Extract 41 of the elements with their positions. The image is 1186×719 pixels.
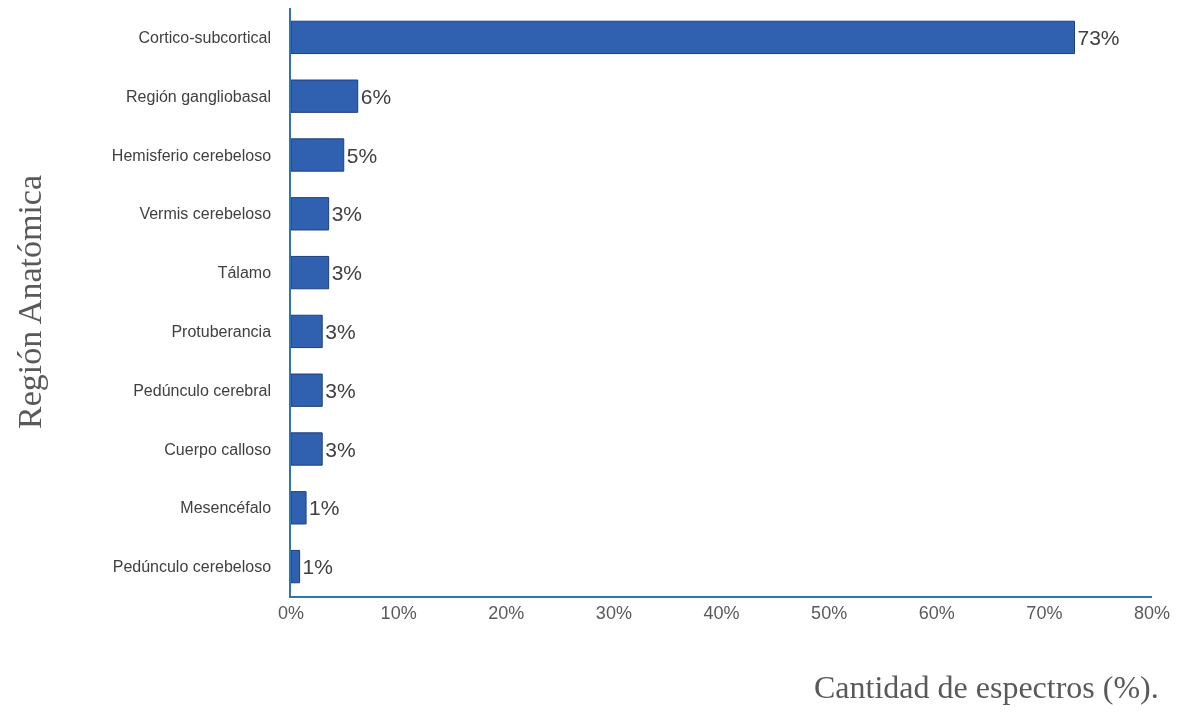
y-tick-label: Cuerpo calloso <box>164 440 272 458</box>
x-tick-label: 30% <box>595 603 632 624</box>
x-tick-label: 60% <box>918 603 955 624</box>
x-tick-label: 80% <box>1133 603 1171 624</box>
y-axis-title: Región Anatómica <box>10 174 48 430</box>
data-label: 3% <box>331 202 363 226</box>
x-tick-label: 40% <box>703 603 740 624</box>
x-tick-label: 0% <box>277 603 305 624</box>
y-tick-label: Cortico-subcortical <box>138 29 272 46</box>
data-label: 3% <box>325 437 356 461</box>
y-tick-label: Pedúnculo cerebral <box>133 381 272 399</box>
data-label: 6% <box>360 84 392 108</box>
data-label: 3% <box>331 261 363 285</box>
x-tick-label: 50% <box>811 603 848 624</box>
x-tick-label: 20% <box>488 603 525 624</box>
y-tick-label: Región gangliobasal <box>126 87 272 105</box>
y-tick-label: Pedúnculo cerebeloso <box>112 558 272 576</box>
data-label: 1% <box>302 555 333 579</box>
data-label: 3% <box>325 378 356 402</box>
bar <box>291 432 323 466</box>
data-label: 5% <box>346 143 378 167</box>
y-tick-label: Mesencéfalo <box>180 499 272 517</box>
y-tick-label: Hemisferio cerebeloso <box>111 146 272 164</box>
data-label: 73% <box>1077 25 1120 49</box>
bar <box>291 255 330 290</box>
y-tick-label: Protuberancia <box>171 323 272 340</box>
y-tick-label: Vermis cerebeloso <box>139 205 272 223</box>
bar <box>291 79 359 113</box>
data-label: 3% <box>325 319 356 343</box>
bar <box>291 20 1076 55</box>
bar <box>291 138 345 172</box>
bar <box>291 314 323 349</box>
data-label: 1% <box>309 496 340 520</box>
y-tick-label: Tálamo <box>217 264 272 282</box>
bar <box>291 491 307 525</box>
x-tick-label: 10% <box>380 603 417 624</box>
bar <box>291 373 323 407</box>
x-tick-label: 70% <box>1026 603 1063 624</box>
x-axis-title: Cantidad de espectros (%). <box>814 669 1159 705</box>
bar <box>291 549 301 584</box>
bar <box>291 197 330 231</box>
